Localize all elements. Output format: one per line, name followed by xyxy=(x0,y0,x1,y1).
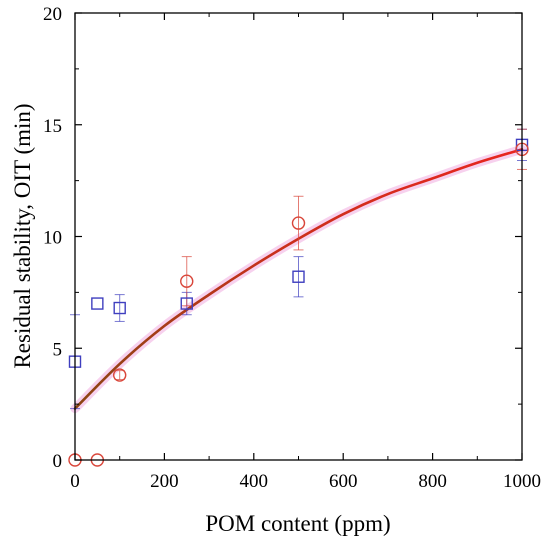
data-point-square xyxy=(113,301,126,315)
x-tick-label: 800 xyxy=(418,471,447,492)
data-point-square xyxy=(91,297,104,310)
x-tick-label: 600 xyxy=(329,471,358,492)
ticks-layer: 0 200 400 600 800 1000 0 5 10 15 20 xyxy=(43,4,541,492)
data-point-circle xyxy=(180,274,194,288)
y-tick-label: 0 xyxy=(53,451,63,472)
y-axis-title: Residual stability, OIT (min) xyxy=(10,103,35,368)
y-tick-label: 10 xyxy=(43,228,62,249)
y-tick-label: 20 xyxy=(43,4,62,25)
data-point-circle xyxy=(112,368,127,382)
x-tick-label: 200 xyxy=(150,471,179,492)
data-point-square xyxy=(180,297,193,310)
data-point-square xyxy=(292,270,305,283)
x-tick-label: 400 xyxy=(240,471,269,492)
x-axis-title: POM content (ppm) xyxy=(205,511,390,536)
data-point-circle xyxy=(291,216,306,230)
y-tick-label: 15 xyxy=(43,116,62,137)
markers-layer xyxy=(68,138,529,467)
y-tick-label: 5 xyxy=(53,339,63,360)
x-tick-label: 0 xyxy=(70,471,80,492)
x-tick-label: 1000 xyxy=(503,471,541,492)
